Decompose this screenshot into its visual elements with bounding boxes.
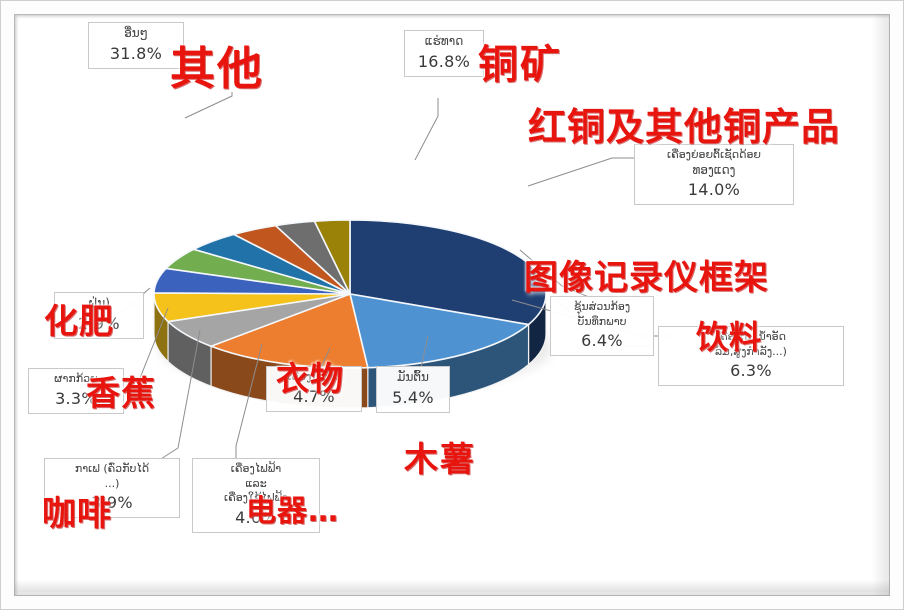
callout-banana-pct: 3.3%: [55, 388, 97, 408]
frame-shadow-bottom: [14, 580, 890, 596]
annotation-copper-prod: 红铜及其他铜产品: [528, 105, 841, 149]
callout-copper-prod-pct: 14.0%: [687, 180, 741, 200]
callout-electrical-pct: 4.6%: [235, 507, 277, 527]
callout-cassava-lao: ມັນຕົ້ນ: [397, 370, 429, 384]
callout-copper-ore-lao: ແຮ່ທາດ: [424, 34, 464, 48]
callout-copper-prod-lao-1: ເຄື່ອງຍ່ອຍຕົ້ເຊັດດ້ອຍ: [667, 148, 761, 161]
callout-electrical: ເຄື່ອງໄຟຟ້າ ແລະ ເຄື່ອງໃຊ້ໄຟຟ້າ 4.6%: [192, 458, 320, 533]
pie-chart-svg: [153, 219, 547, 409]
annotation-other: 其他: [170, 42, 265, 95]
callout-cassava-pct: 5.4%: [392, 387, 434, 407]
callout-other-lao: ອື່ນໆ: [124, 26, 148, 40]
callout-drinks-lao-2: ລົມ,ສູງກຳລັງ...): [715, 344, 787, 358]
callout-copper-prod-lao-2: ທອງແດງ: [692, 162, 736, 177]
callout-clothing-lao: ເຄື່ອງນຸ່ງຫົ່ມ: [287, 370, 341, 383]
callout-copper-ore: ແຮ່ທາດ 16.8%: [404, 30, 484, 77]
annotation-banana: 香蕉: [86, 374, 156, 414]
pie-top-sectors: [153, 219, 547, 369]
callout-clothing-pct: 4.7%: [293, 386, 335, 406]
callout-camera-lao-1: ຊຸ້ນສ່ວນກ້ອງ: [573, 300, 631, 313]
callout-fertilizer: ຝຸ່ນ) 2.9%: [54, 292, 144, 339]
callout-banana: ຜາກກ້ວຍ 3.3%: [28, 368, 124, 414]
callout-other: ອື່ນໆ 31.8%: [88, 22, 184, 69]
callout-copper-prod: ເຄື່ອງຍ່ອຍຕົ້ເຊັດດ້ອຍ ທອງແດງ 14.0%: [634, 144, 794, 206]
callout-coffee-lao-2: ...): [104, 476, 120, 490]
annotation-electrical: 电器…: [246, 494, 339, 529]
callout-drinks-lao-1: ເຄື່ອງດື່ມ ນ້ຳອັດ: [715, 330, 787, 343]
callout-copper-ore-pct: 16.8%: [417, 51, 471, 71]
callout-cassava: ມັນຕົ້ນ 5.4%: [376, 366, 450, 413]
pie-slice-10: [313, 219, 351, 295]
annotation-camera: 图像记录仪框架: [524, 258, 769, 298]
annotation-copper-ore: 铜矿: [478, 42, 562, 88]
callout-drinks: ເຄື່ອງດື່ມ ນ້ຳອັດ ລົມ,ສູງກຳລັງ...) 6.3%: [658, 326, 844, 387]
frame-shadow-right: [872, 14, 890, 596]
callout-coffee: ກາເຟ (ຄົ່ວກັບໄດ້ ...) 3.9%: [44, 458, 180, 519]
callout-fertilizer-pct: 2.9%: [78, 313, 120, 333]
annotation-drinks: 饮料: [696, 318, 763, 356]
callout-fertilizer-lao: ຝຸ່ນ): [88, 296, 110, 310]
callout-banana-lao: ຜາກກ້ວຍ: [54, 372, 98, 385]
annotation-cassava: 木薯: [404, 440, 476, 480]
pie-chart: [128, 126, 558, 409]
callout-camera-pct: 6.4%: [581, 331, 623, 351]
callout-clothing: ເຄື່ອງນຸ່ງຫົ່ມ 4.7%: [266, 366, 362, 412]
callout-coffee-pct: 3.9%: [91, 493, 133, 513]
annotation-coffee: 咖啡: [42, 494, 112, 534]
callout-electrical-lao-3: ເຄື່ອງໃຊ້ໄຟຟ້າ: [224, 491, 288, 505]
callout-drinks-pct: 6.3%: [730, 361, 772, 381]
annotation-fertilizer: 化肥: [44, 302, 114, 342]
callout-electrical-lao-1: ເຄື່ອງໄຟຟ້າ: [230, 462, 282, 475]
callout-electrical-lao-2: ແລະ: [245, 476, 267, 490]
annotation-clothing: 衣物: [276, 359, 344, 398]
callout-camera: ຊຸ້ນສ່ວນກ້ອງ ບັນທຶກພາບ 6.4%: [550, 296, 654, 357]
callout-camera-lao-2: ບັນທຶກພາບ: [577, 314, 627, 328]
callout-other-pct: 31.8%: [109, 43, 163, 63]
callout-coffee-lao-1: ກາເຟ (ຄົ່ວກັບໄດ້: [74, 462, 150, 475]
